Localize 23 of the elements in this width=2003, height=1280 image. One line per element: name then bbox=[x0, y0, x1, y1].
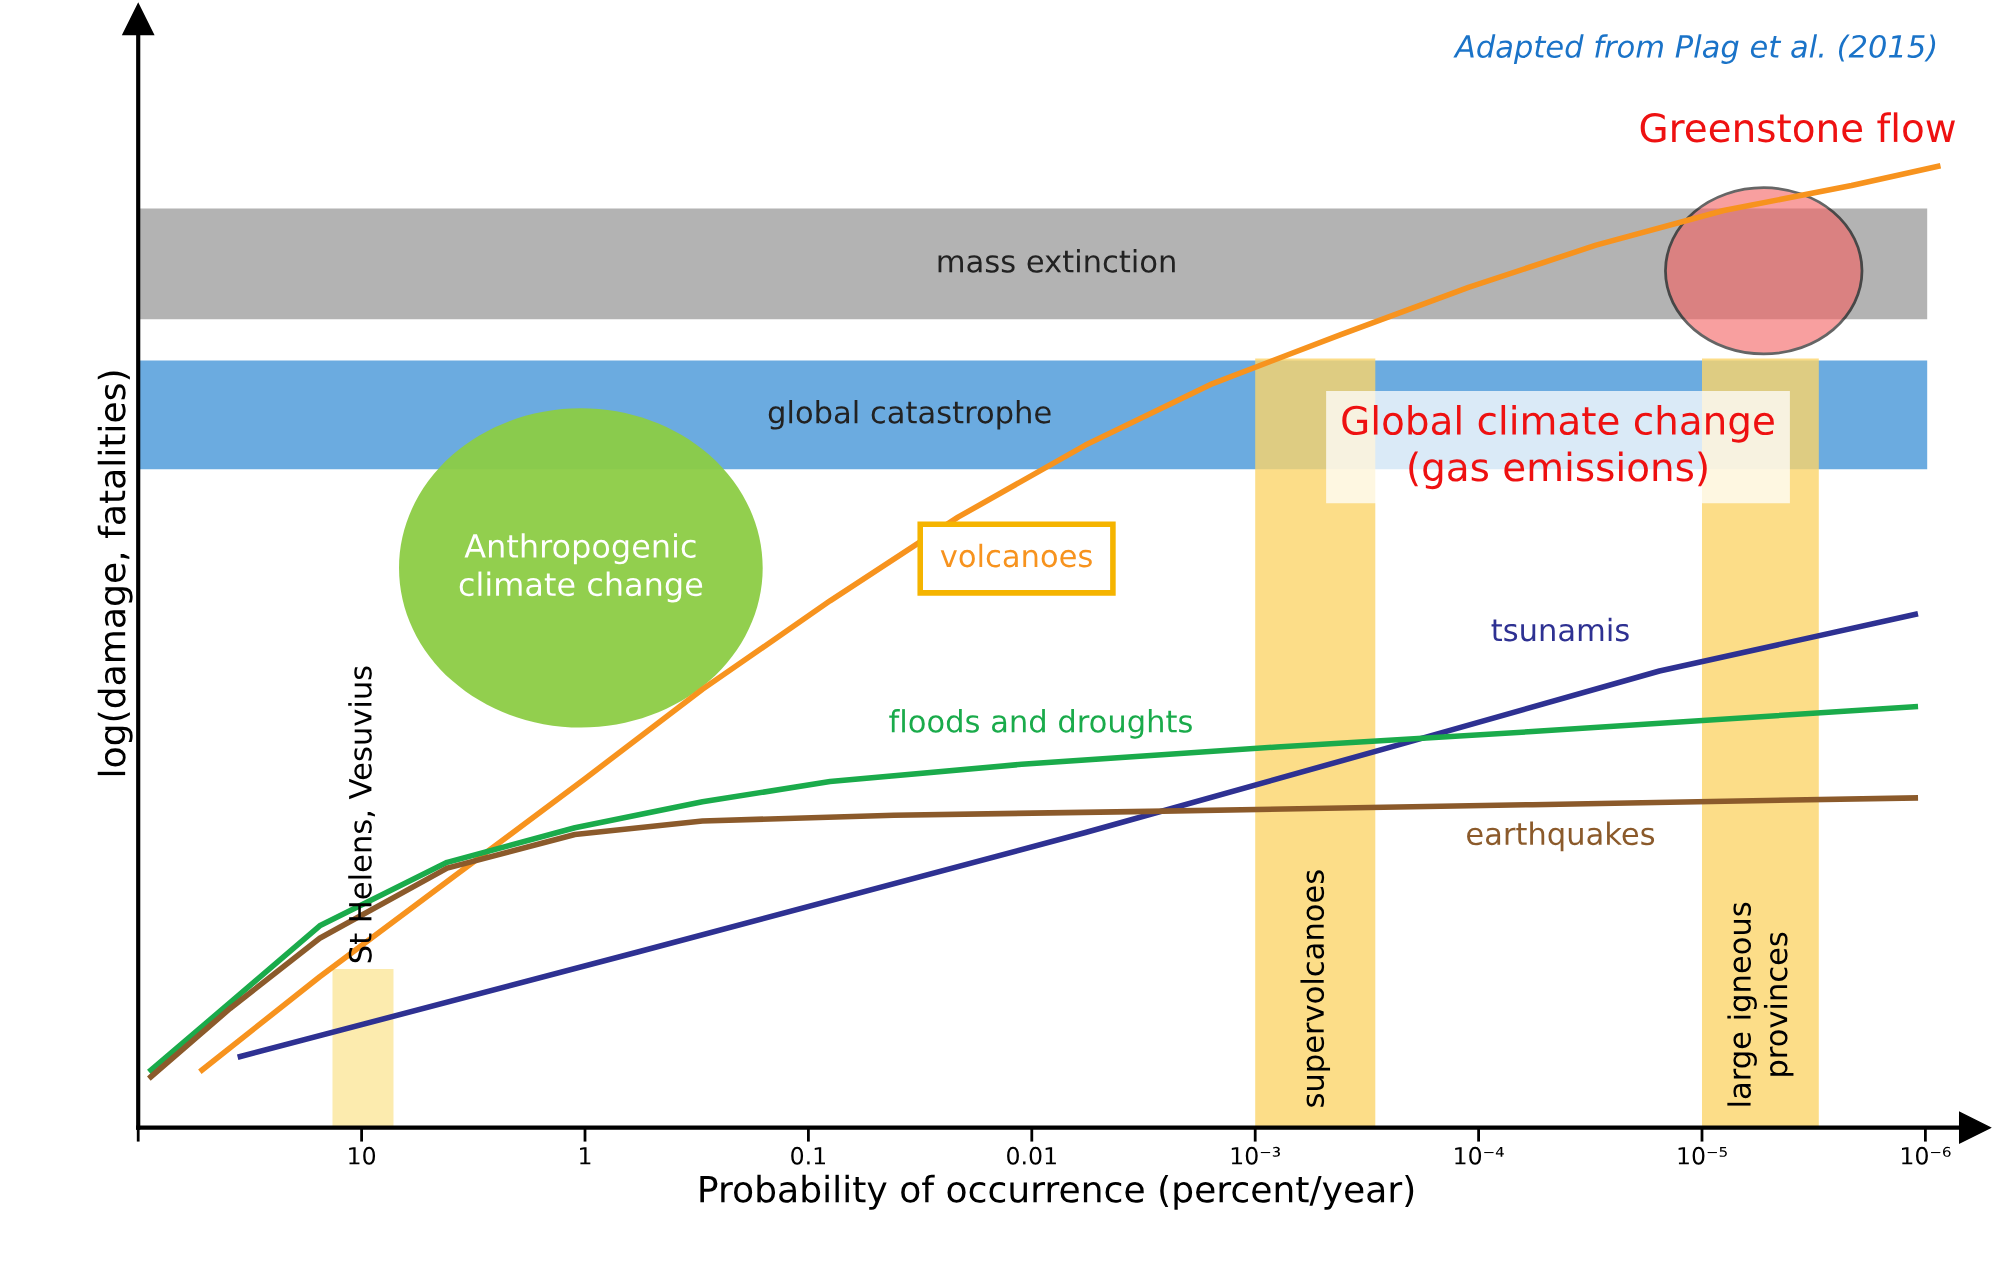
series-label: earthquakes bbox=[1467, 821, 1655, 852]
band-label: large igneous provinces bbox=[1727, 902, 1794, 1106]
y-axis-title: log(damage, fatalities) bbox=[97, 371, 133, 776]
band-label: supervolcanoes bbox=[1300, 870, 1331, 1107]
annotation: Global climate change (gas emissions) bbox=[1342, 405, 1774, 490]
x-tick-label: 10⁻⁶ bbox=[1902, 1146, 1951, 1165]
band-label: St Helens, Vesuvius bbox=[348, 666, 375, 963]
band-label: global catastrophe bbox=[768, 400, 1051, 430]
x-tick-label: 10 bbox=[349, 1146, 376, 1165]
text: Greenstone flow bbox=[1640, 112, 1955, 143]
x-axis-title: Probability of occurrence (percent/year) bbox=[700, 1174, 1414, 1210]
series-label: tsunamis bbox=[1491, 617, 1629, 642]
x-tick-label: 10⁻⁴ bbox=[1455, 1146, 1504, 1165]
band-label: mass extinction bbox=[938, 249, 1175, 273]
x-tick-label: 10⁻⁵ bbox=[1678, 1146, 1727, 1165]
annotation: Anthropogenic climate change bbox=[459, 533, 703, 603]
series-label: floods and droughts bbox=[889, 709, 1192, 739]
x-tick-label: 0.1 bbox=[791, 1146, 825, 1165]
x-tick-label: 10⁻³ bbox=[1231, 1146, 1280, 1165]
text: Adapted from Plag et al. (2015) bbox=[1453, 34, 1936, 64]
x-tick-label: 0.01 bbox=[1007, 1146, 1056, 1165]
x-tick-label: 1 bbox=[580, 1147, 591, 1165]
series-label: volcanoes bbox=[940, 543, 1092, 568]
